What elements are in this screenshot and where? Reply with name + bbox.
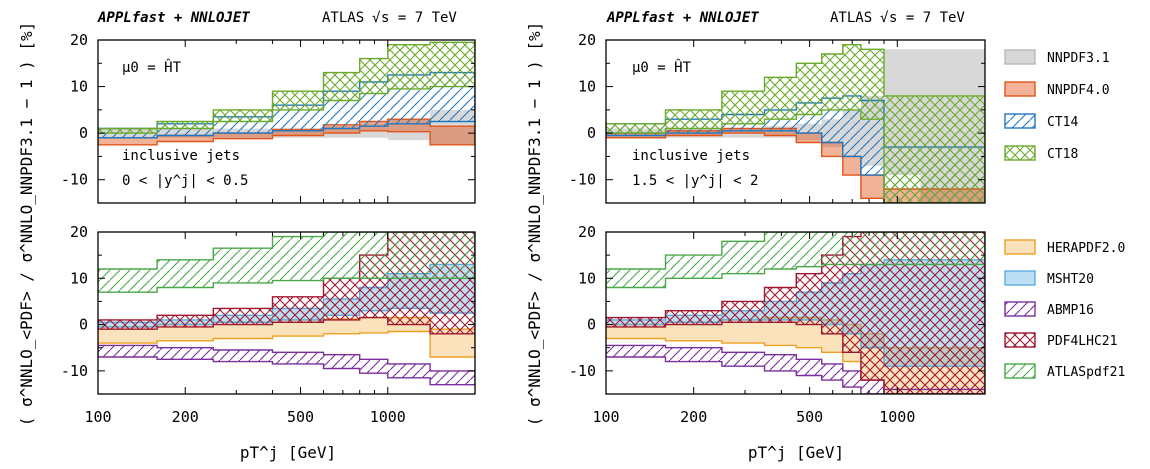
legend-swatch-atlaspdf21 <box>1004 363 1036 379</box>
plot-frame <box>97 231 476 395</box>
legend-swatch-nnpdf3-1 <box>1004 49 1036 65</box>
legend-swatch-herapdf2-0 <box>1004 239 1036 255</box>
legend-swatch-abmp16 <box>1004 301 1036 317</box>
band-abmp16 <box>606 344 985 394</box>
band-ct18 <box>606 44 985 203</box>
x-axis-label-right: pT^j [GeV] <box>748 443 844 462</box>
y-tick-label: 0 <box>79 124 88 142</box>
y-tick-label: 10 <box>578 78 596 96</box>
band-atlaspdf21 <box>98 232 475 293</box>
range-label-right: 1.5 < |y^j| < 2 <box>632 173 758 189</box>
y-tick-label: 10 <box>578 269 596 287</box>
y-axis-label-left: ( σ^NNLO_<PDF> / σ^NNLO_NNPDF3.1 − 1 ) [… <box>17 22 36 427</box>
plot-frame <box>605 39 986 204</box>
legend: NNPDF3.1 NNPDF4.0 CT14 CT18 HERAPDF2.0 MSHT20… <box>1004 49 1125 380</box>
legend-label-ct14: CT14 <box>1047 115 1078 130</box>
x-tick-label: 1000 <box>370 408 406 426</box>
header-left-energy: s = 7 TeV <box>381 10 457 26</box>
header-right-energy: s = 7 TeV <box>889 10 965 26</box>
y-tick-label: 10 <box>70 269 88 287</box>
band-pdf4lhc21 <box>606 232 985 394</box>
y-tick-label: 10 <box>70 78 88 96</box>
x-tick-label: 200 <box>680 408 707 426</box>
process-label-left: inclusive jets <box>122 148 240 164</box>
header-right-tool: APPLfast + NNLOJET <box>606 10 759 26</box>
y-tick-label: 20 <box>578 31 596 49</box>
y-tick-label: -10 <box>569 171 596 189</box>
plot-area <box>606 232 985 394</box>
x-tick-label: 100 <box>592 408 619 426</box>
y-axis-label-right: ( σ^NNLO_<PDF> / σ^NNLO_NNPDF3.1 − 1 ) [… <box>525 22 544 427</box>
y-tick-label: -10 <box>569 362 596 380</box>
y-tick-label: 20 <box>70 223 88 241</box>
x-axis-label-left: pT^j [GeV] <box>240 443 336 462</box>
band-atlaspdf21 <box>606 232 985 289</box>
y-tick-label: -10 <box>61 362 88 380</box>
header-right-exp: ATLAS <box>830 10 872 26</box>
x-tick-label: 500 <box>796 408 823 426</box>
plot-frame <box>605 231 986 395</box>
band-abmp16 <box>98 344 475 386</box>
legend-label-atlaspdf21: ATLASpdf21 <box>1047 365 1125 380</box>
legend-label-nnpdf3-1: NNPDF3.1 <box>1047 51 1110 66</box>
legend-swatch-msht20 <box>1004 270 1036 286</box>
y-tick-label: 20 <box>578 223 596 241</box>
legend-swatch-ct18 <box>1004 145 1036 161</box>
x-tick-label: 500 <box>287 408 314 426</box>
sqrt-sign-right: √ <box>880 10 889 26</box>
y-tick-label: -10 <box>61 171 88 189</box>
band-ct18 <box>98 41 475 134</box>
legend-swatch-nnpdf4-0 <box>1004 81 1036 97</box>
legend-label-pdf4lhc21: PDF4LHC21 <box>1047 334 1117 349</box>
plot-frame <box>97 39 476 204</box>
x-tick-label: 100 <box>84 408 111 426</box>
y-tick-label: 20 <box>70 31 88 49</box>
x-tick-label: 1000 <box>879 408 915 426</box>
sqrt-sign-left: √ <box>372 10 381 26</box>
plot-area <box>606 44 985 203</box>
legend-swatch-pdf4lhc21 <box>1004 332 1036 348</box>
panel-top-right: 20 10 0 -10 <box>569 31 986 204</box>
y-tick-label: 0 <box>79 316 88 334</box>
legend-label-msht20: MSHT20 <box>1047 272 1094 287</box>
legend-label-ct18: CT18 <box>1047 147 1078 162</box>
panel-top-left: 20 10 0 -10 <box>61 31 476 204</box>
x-tick-label: 200 <box>172 408 199 426</box>
plot-area <box>98 41 475 146</box>
header-left-tool: APPLfast + NNLOJET <box>97 10 250 26</box>
legend-label-herapdf2-0: HERAPDF2.0 <box>1047 241 1125 256</box>
legend-label-nnpdf4-0: NNPDF4.0 <box>1047 83 1110 98</box>
legend-swatch-ct14 <box>1004 113 1036 129</box>
process-label-right: inclusive jets <box>632 148 750 164</box>
scale-label-left: μ0 = ĤT <box>122 58 182 76</box>
legend-label-abmp16: ABMP16 <box>1047 303 1094 318</box>
y-tick-label: 0 <box>587 316 596 334</box>
header-left-exp: ATLAS <box>322 10 364 26</box>
range-label-left: 0 < |y^j| < 0.5 <box>122 173 248 189</box>
scale-label-right: μ0 = ĤT <box>632 58 692 76</box>
plot-area <box>98 232 475 386</box>
y-tick-label: 0 <box>587 124 596 142</box>
